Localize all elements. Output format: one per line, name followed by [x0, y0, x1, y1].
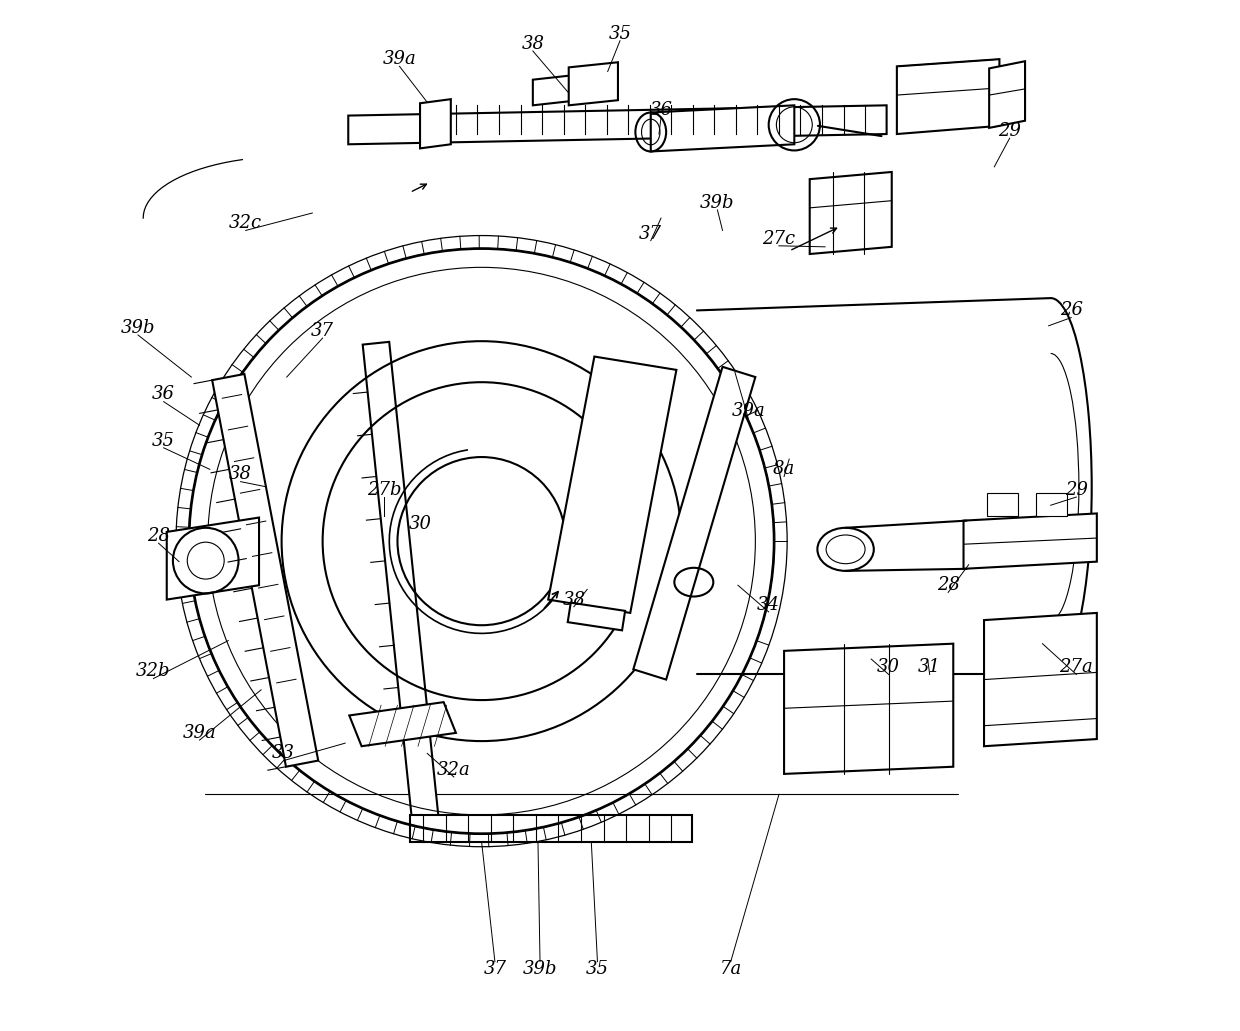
Text: 39b: 39b	[120, 319, 155, 337]
Polygon shape	[350, 702, 456, 746]
Text: 29: 29	[1065, 480, 1087, 499]
Bar	[987, 493, 1018, 516]
Text: 32a: 32a	[436, 761, 471, 778]
Text: 39a: 39a	[182, 724, 217, 742]
Polygon shape	[533, 74, 579, 105]
Polygon shape	[634, 367, 755, 679]
Text: 34: 34	[758, 596, 780, 613]
Text: 35: 35	[609, 25, 631, 42]
Text: 26: 26	[1060, 301, 1083, 320]
Text: 30: 30	[877, 658, 900, 676]
Polygon shape	[348, 105, 887, 144]
Polygon shape	[810, 172, 892, 254]
Text: 28: 28	[936, 576, 960, 594]
Polygon shape	[985, 612, 1097, 746]
Polygon shape	[548, 357, 676, 612]
Text: 8a: 8a	[773, 461, 795, 478]
Polygon shape	[990, 61, 1025, 128]
Text: 36: 36	[650, 101, 672, 120]
Polygon shape	[166, 518, 259, 600]
Text: 30: 30	[408, 514, 432, 533]
Text: 31: 31	[918, 658, 941, 676]
Text: 27c: 27c	[763, 230, 796, 247]
Polygon shape	[897, 59, 999, 134]
Text: 38: 38	[563, 591, 585, 608]
Text: 39b: 39b	[701, 194, 734, 211]
Polygon shape	[409, 814, 692, 841]
Text: 29: 29	[998, 122, 1022, 140]
Polygon shape	[651, 105, 795, 152]
Text: 38: 38	[521, 35, 544, 53]
Text: 39a: 39a	[732, 402, 765, 420]
Text: 35: 35	[153, 432, 175, 450]
Polygon shape	[784, 643, 954, 774]
Polygon shape	[362, 342, 439, 820]
Text: 36: 36	[153, 386, 175, 403]
Text: 39b: 39b	[523, 960, 557, 977]
Text: 37: 37	[311, 322, 334, 340]
Text: 38: 38	[229, 465, 252, 484]
Polygon shape	[569, 62, 618, 105]
Polygon shape	[568, 603, 625, 630]
Polygon shape	[420, 99, 451, 148]
Text: 37: 37	[484, 960, 506, 977]
Text: 37: 37	[640, 225, 662, 242]
Text: 32c: 32c	[229, 214, 263, 232]
Bar	[1037, 493, 1068, 516]
Text: 7a: 7a	[719, 960, 742, 977]
Polygon shape	[963, 513, 1097, 569]
Polygon shape	[212, 374, 319, 767]
Text: 32b: 32b	[136, 662, 171, 680]
Text: 35: 35	[587, 960, 609, 977]
Text: 28: 28	[148, 527, 170, 545]
Text: 27b: 27b	[367, 480, 402, 499]
Text: 39a: 39a	[383, 51, 417, 68]
Text: 33: 33	[272, 744, 295, 762]
Text: 27a: 27a	[1059, 658, 1094, 676]
